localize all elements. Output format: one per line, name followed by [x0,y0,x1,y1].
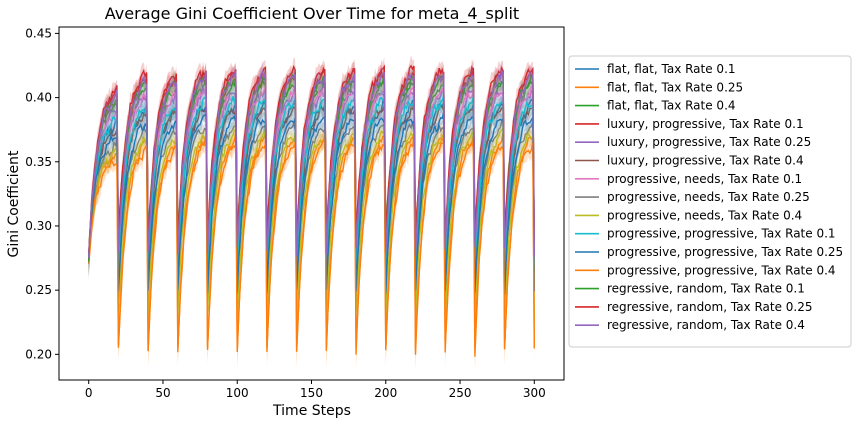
y-tick-label: 0.45 [25,26,52,40]
legend-entry: progressive, needs, Tax Rate 0.25 [607,190,810,204]
series-line [88,111,535,295]
series-band [88,103,535,310]
y-tick-label: 0.25 [25,283,52,297]
legend-entry: flat, flat, Tax Rate 0.1 [607,62,736,76]
legend-entry: progressive, needs, Tax Rate 0.4 [607,208,802,222]
chart-title: Average Gini Coefficient Over Time for m… [105,4,519,24]
x-tick-label: 150 [300,386,323,400]
series-band [88,95,535,286]
legend: flat, flat, Tax Rate 0.1 flat, flat, Tax … [568,55,852,348]
legend-entry: progressive, progressive, Tax Rate 0.25 [607,245,843,259]
x-tick-label: 0 [85,386,93,400]
legend-entry: regressive, random, Tax Rate 0.1 [607,282,805,296]
series-band [88,88,535,285]
legend-entry: regressive, random, Tax Rate 0.4 [607,318,805,332]
y-axis-label: Gini Coefficient [6,150,22,258]
legend-entry: flat, flat, Tax Rate 0.25 [607,80,743,94]
x-tick-label: 200 [374,386,397,400]
legend-entry: regressive, random, Tax Rate 0.25 [607,300,813,314]
legend-entry: luxury, progressive, Tax Rate 0.25 [607,135,811,149]
y-axis: 0.20 0.25 0.30 0.35 0.40 0.45 [25,26,59,361]
series-line [88,126,535,321]
series-layer [88,55,535,373]
y-tick-label: 0.40 [25,91,52,105]
x-axis-label: Time Steps [272,403,351,419]
series-band [88,121,535,337]
series-band [88,112,535,311]
series-line [88,95,535,268]
y-tick-label: 0.20 [25,347,52,361]
series-line [88,70,535,258]
series-line [88,119,535,296]
plot-area-frame [58,26,565,381]
legend-frame [568,55,852,348]
series-band [88,130,535,373]
series-line [88,138,535,357]
x-tick-label: 100 [226,386,249,400]
series-line [88,64,535,254]
x-axis: 0 50 100 150 200 250 300 [85,380,546,400]
legend-entry: luxury, progressive, Tax Rate 0.4 [607,154,804,168]
series-line [88,101,535,268]
y-tick-label: 0.30 [25,219,52,233]
x-tick-label: 50 [155,386,170,400]
legend-entry: progressive, progressive, Tax Rate 0.4 [607,263,836,277]
legend-entry: progressive, progressive, Tax Rate 0.1 [607,227,836,241]
legend-entry: luxury, progressive, Tax Rate 0.1 [607,117,804,131]
y-tick-label: 0.35 [25,155,52,169]
legend-entry: flat, flat, Tax Rate 0.4 [607,99,736,113]
x-tick-label: 300 [523,386,546,400]
series-band [88,65,535,279]
x-tick-label: 250 [449,386,472,400]
legend-entry: progressive, needs, Tax Rate 0.1 [607,172,802,186]
